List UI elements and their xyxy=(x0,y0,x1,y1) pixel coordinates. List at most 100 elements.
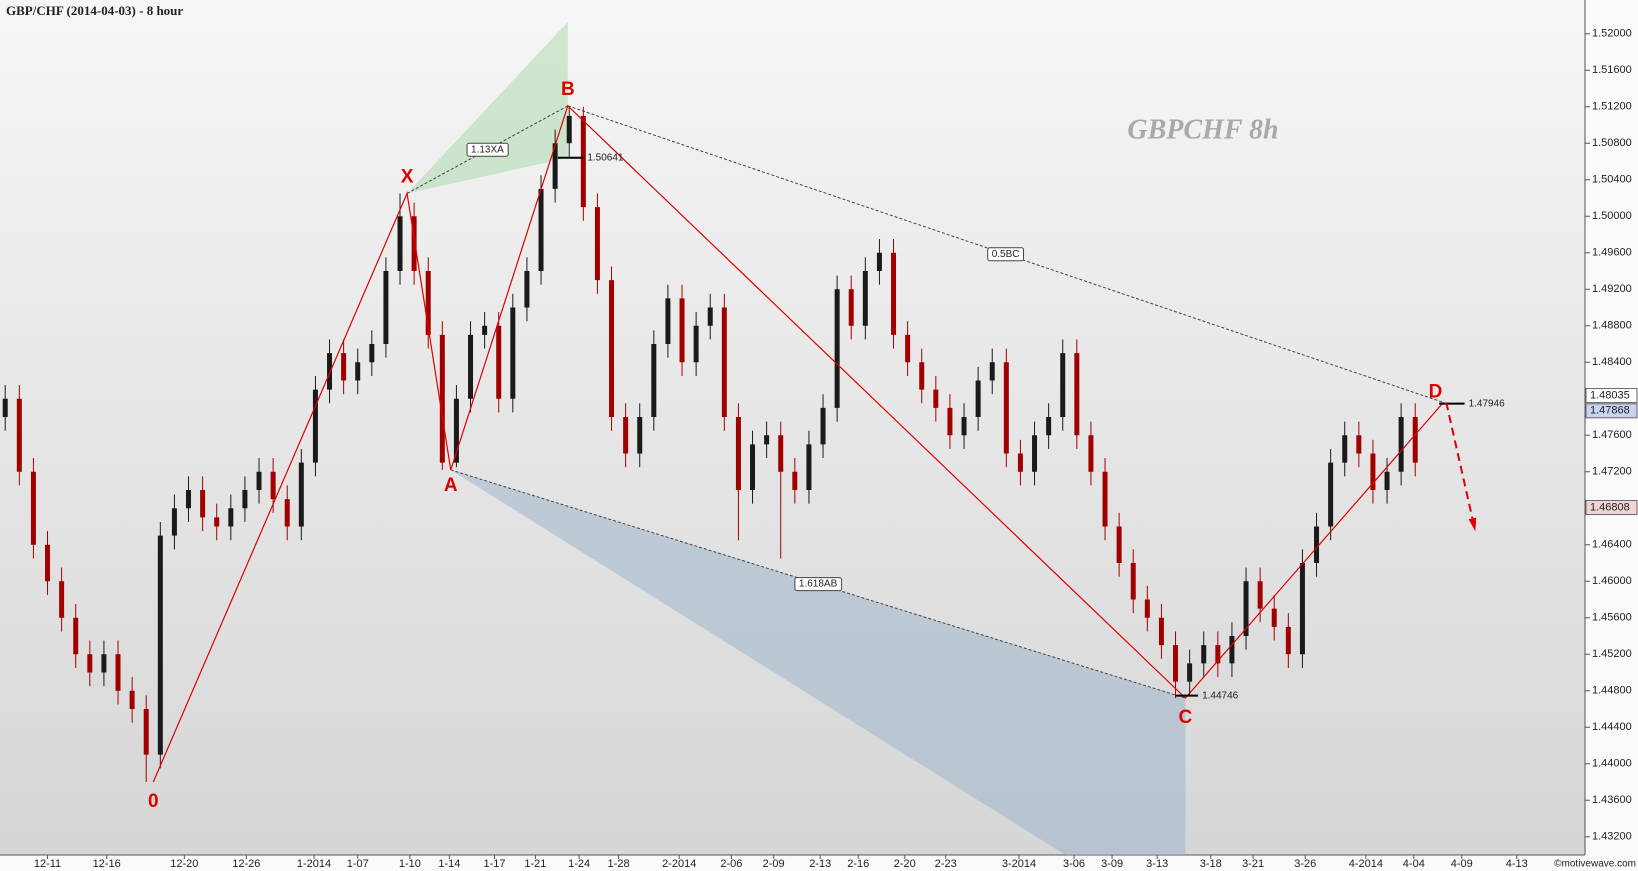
candle-body xyxy=(1088,435,1094,472)
pattern-point-label: A xyxy=(444,475,458,496)
candle-body xyxy=(1201,645,1207,664)
candle-body xyxy=(1398,417,1404,472)
candle-body xyxy=(778,435,784,472)
candle-body xyxy=(101,654,107,673)
y-tick-label: 1.44000 xyxy=(1592,758,1632,770)
candle-body xyxy=(707,307,713,326)
x-tick-label: 2-13 xyxy=(809,858,831,870)
y-tick-label: 1.51600 xyxy=(1592,64,1632,76)
candle-body xyxy=(327,353,333,390)
candle-body xyxy=(1412,417,1418,463)
y-tick-label: 1.49200 xyxy=(1592,283,1632,295)
x-tick-label: 2-16 xyxy=(847,858,869,870)
candle-body xyxy=(341,353,347,381)
candle-body xyxy=(609,280,615,418)
x-tick-label: 1-14 xyxy=(438,858,460,870)
candle-body xyxy=(383,271,389,345)
pattern-point-label: D xyxy=(1429,381,1443,402)
price-mark-label: 1.44746 xyxy=(1202,690,1239,701)
candle-body xyxy=(1243,581,1249,637)
ratio-text: 0.5BC xyxy=(992,249,1020,260)
candle-body xyxy=(1130,563,1136,600)
price-badge-label: 1.46808 xyxy=(1590,501,1630,513)
x-tick-label: 1-10 xyxy=(399,858,421,870)
price-badge-label: 1.48035 xyxy=(1590,389,1630,401)
candle-body xyxy=(933,389,939,408)
candle-body xyxy=(665,298,671,345)
ratio-label: 1.13XA xyxy=(466,142,509,157)
ratio-text: 1.618AB xyxy=(799,579,838,590)
projection xyxy=(1445,402,1476,528)
x-tick-label: 2-2014 xyxy=(662,858,696,870)
watermark: GBPCHF 8h xyxy=(1127,114,1278,145)
candle-body xyxy=(369,344,375,363)
candle-body xyxy=(1215,645,1221,664)
candle-body xyxy=(806,444,812,491)
candle-body xyxy=(905,334,911,363)
x-tick-label: 3-09 xyxy=(1101,858,1123,870)
candle-body xyxy=(989,362,995,381)
candle-body xyxy=(1187,663,1193,682)
candle-body xyxy=(496,325,502,399)
x-tick-label: 12-26 xyxy=(232,858,260,870)
ratio-box xyxy=(794,577,843,592)
candle-body xyxy=(256,471,262,491)
y-tick-label: 1.44400 xyxy=(1592,721,1632,733)
candle-body xyxy=(651,344,657,418)
candle-body xyxy=(45,544,51,582)
x-tick-label: 4-09 xyxy=(1451,858,1473,870)
candle-body xyxy=(792,471,798,491)
candle-body xyxy=(693,325,699,363)
candle-body xyxy=(129,690,135,710)
candle-body xyxy=(538,188,544,272)
y-tick-label: 1.50400 xyxy=(1592,174,1632,186)
candle-body xyxy=(355,362,361,381)
pattern-line xyxy=(152,104,1444,783)
candle-body xyxy=(862,271,868,326)
x-tick-label: 3-26 xyxy=(1294,858,1316,870)
y-tick-label: 1.48400 xyxy=(1592,356,1632,368)
candle-body xyxy=(580,115,586,208)
y-tick-label: 1.46400 xyxy=(1592,539,1632,551)
candle-body xyxy=(2,398,8,418)
candle-body xyxy=(298,462,304,527)
y-tick-label: 1.50800 xyxy=(1592,137,1632,149)
x-tick-label: 1-17 xyxy=(483,858,505,870)
candle-body xyxy=(1074,353,1080,436)
candle-body xyxy=(961,417,967,436)
candle-body xyxy=(59,581,65,618)
candle-body xyxy=(157,535,163,755)
x-tick-label: 4-13 xyxy=(1506,858,1528,870)
candle-body xyxy=(1046,417,1052,436)
candle-body xyxy=(1370,453,1376,491)
candle-body xyxy=(200,490,206,518)
candle-body xyxy=(764,435,770,445)
pattern-point-label: C xyxy=(1179,707,1193,728)
candle-body xyxy=(214,517,220,527)
x-tick-label: 1-24 xyxy=(568,858,590,870)
candle-body xyxy=(1017,453,1023,472)
candle-body xyxy=(524,271,530,308)
x-tick-label: 12-11 xyxy=(34,858,61,870)
y-tick-label: 1.52000 xyxy=(1592,28,1632,40)
candle-body xyxy=(425,271,431,335)
candle-body xyxy=(623,417,629,454)
candle-body xyxy=(1102,471,1108,527)
candle-body xyxy=(1356,435,1362,454)
y-tick-label: 1.49600 xyxy=(1592,247,1632,259)
xb-zone xyxy=(407,22,568,194)
x-tick-label: 1-07 xyxy=(347,858,369,870)
candle-body xyxy=(171,508,177,536)
candle-body xyxy=(87,654,93,673)
candle-body xyxy=(721,307,727,418)
x-tick-label: 3-21 xyxy=(1242,858,1264,870)
x-tick-label: 2-06 xyxy=(720,858,742,870)
axis-background xyxy=(1585,0,1638,871)
candle-body xyxy=(820,407,826,445)
x-tick-label: 1-2014 xyxy=(297,858,331,870)
candle-body xyxy=(876,252,882,272)
x-tick-label: 2-23 xyxy=(935,858,957,870)
price-mark-label: 1.47946 xyxy=(1469,398,1506,409)
x-tick-label: 12-20 xyxy=(170,858,198,870)
x-tick-label: 4-2014 xyxy=(1349,858,1383,870)
